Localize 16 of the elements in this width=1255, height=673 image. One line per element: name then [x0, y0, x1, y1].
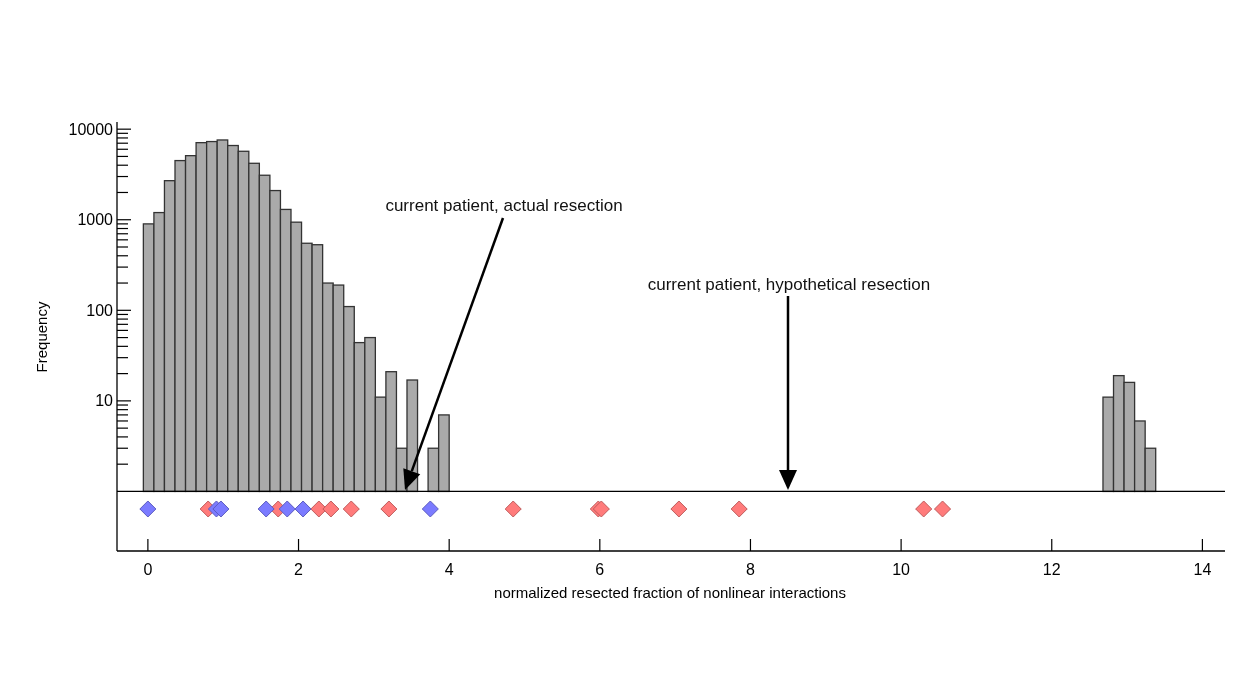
y-tick-label: 100: [86, 301, 114, 319]
y-tick-label: 10: [95, 392, 114, 410]
y-axis-title: Frequency: [33, 301, 50, 373]
y-tick-label: 10000: [68, 120, 114, 138]
annotation: current patient, actual resection: [385, 196, 623, 215]
x-tick-label: 8: [746, 561, 756, 578]
x-tick-label: 14: [1193, 561, 1212, 578]
x-tick-label: 2: [294, 561, 304, 578]
x-tick-label: 12: [1042, 561, 1061, 578]
y-tick-label: 1000: [77, 211, 114, 229]
x-tick-label: 6: [595, 561, 605, 578]
x-tick-label: 0: [143, 561, 153, 578]
x-tick-label: 10: [892, 561, 911, 578]
x-axis-title: normalized resected fraction of nonlinear interactions: [494, 584, 846, 601]
x-tick-label: 4: [444, 561, 454, 578]
annotation: current patient, hypothetical resection: [647, 275, 931, 294]
